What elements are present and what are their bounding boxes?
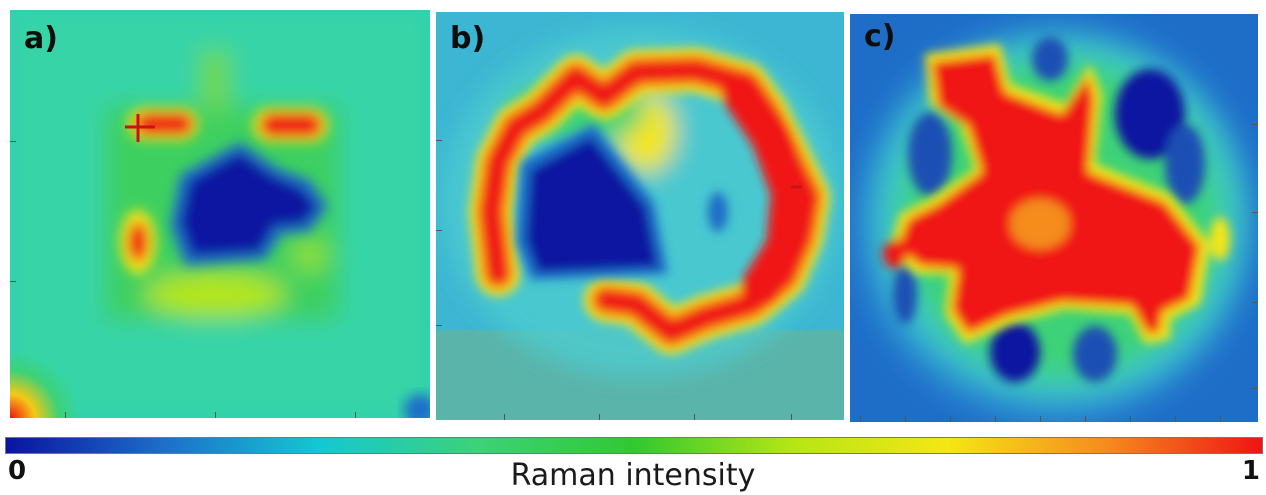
- panel-b-label: b): [450, 21, 486, 56]
- colorbar-max-label: 1: [1241, 456, 1260, 486]
- panel-b: b): [436, 12, 844, 420]
- raman-map-a: [10, 10, 430, 418]
- panel-a: a): [10, 10, 430, 418]
- colorbar-title: Raman intensity: [510, 458, 756, 493]
- raman-map-c: [850, 14, 1258, 422]
- panel-c-label: c): [864, 19, 896, 54]
- panel-c: c): [850, 14, 1258, 422]
- panel-a-label: a): [24, 21, 58, 56]
- colorbar: [5, 437, 1263, 454]
- raman-map-b: [436, 12, 844, 420]
- colorbar-min-label: 0: [8, 456, 27, 486]
